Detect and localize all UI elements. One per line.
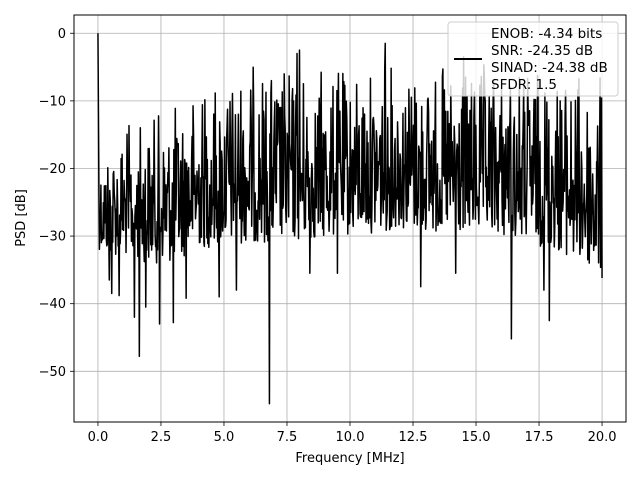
legend-entry-sinad: SINAD: -24.38 dB [491,60,608,76]
y-tick-label: −20 [39,162,66,177]
legend-entry-sfdr: SFDR: 1.5 [491,77,557,93]
x-tick-label: 7.5 [277,430,298,445]
x-axis-ticks: 0.0 2.5 5.0 7.5 10.0 12.5 15.0 17.5 20.0 [88,422,617,445]
x-tick-label: 20.0 [588,430,617,445]
x-tick-label: 15.0 [462,430,491,445]
psd-line [97,33,603,405]
y-axis-label: PSD [dB] [14,189,29,247]
legend-entry-snr: SNR: -24.35 dB [491,43,593,59]
x-tick-label: 12.5 [399,430,428,445]
y-tick-label: −10 [39,94,66,109]
psd-series [97,33,603,405]
legend: ENOB: -4.34 bits SNR: -24.35 dB SINAD: -… [447,21,619,97]
x-tick-label: 2.5 [151,430,172,445]
y-tick-label: 0 [58,27,66,42]
x-tick-label: 10.0 [336,430,365,445]
y-tick-label: −40 [39,297,66,312]
legend-box [447,21,619,97]
x-tick-label: 5.0 [214,430,235,445]
legend-entry-enob: ENOB: -4.34 bits [491,26,602,42]
y-tick-label: −50 [39,365,66,380]
y-tick-label: −30 [39,230,66,245]
y-axis-ticks: 0 −10 −20 −30 −40 −50 [39,27,74,380]
x-tick-label: 0.0 [88,430,109,445]
x-tick-label: 17.5 [525,430,554,445]
x-axis-label: Frequency [MHz] [295,451,404,466]
